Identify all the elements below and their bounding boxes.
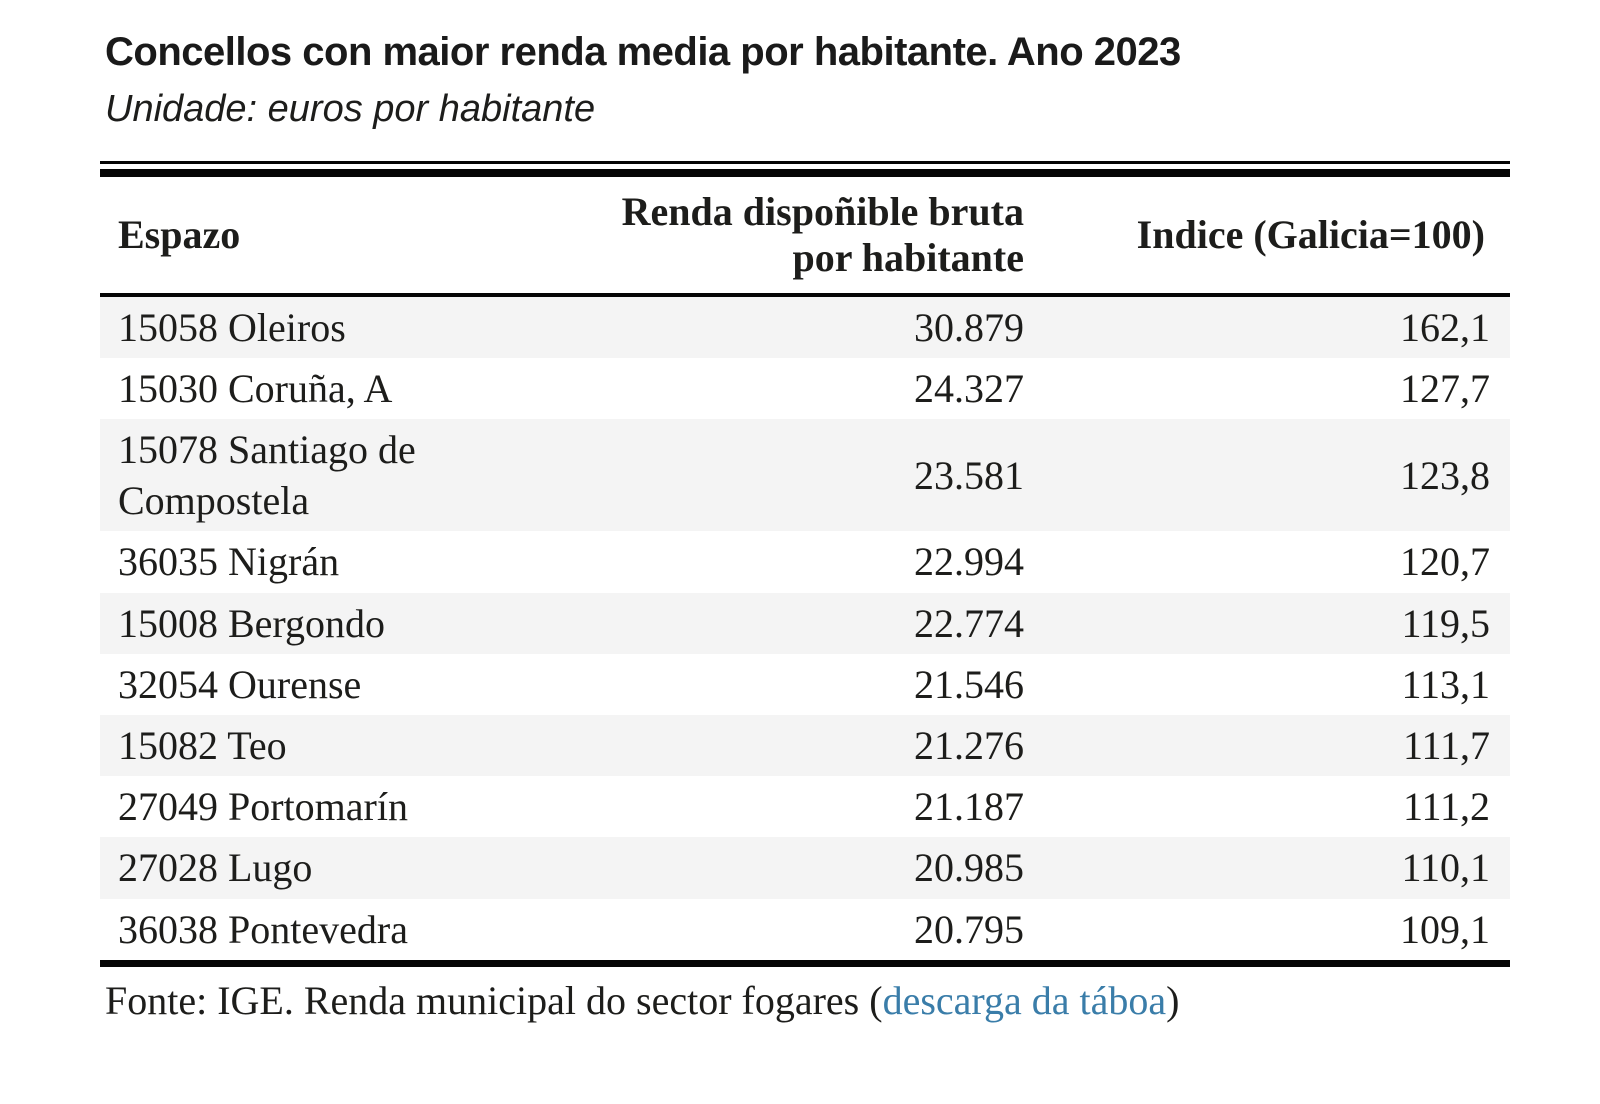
table-row: 15078 Santiago de Compostela 23.581 123,8 <box>100 419 1510 532</box>
table-header: Espazo Renda dispoñible bruta por habita… <box>100 172 1510 297</box>
espazo-cell: 15008 Bergondo <box>118 600 386 646</box>
renda-cell: 30.879 <box>914 304 1024 350</box>
renda-cell: 21.546 <box>914 661 1024 707</box>
renda-cell: 20.795 <box>914 906 1024 952</box>
espazo-cell: 32054 Ourense <box>118 661 362 707</box>
indice-cell: 109,1 <box>1400 906 1490 952</box>
indice-cell: 111,2 <box>1402 784 1490 830</box>
espazo-cell: 15058 Oleiros <box>118 304 346 350</box>
espazo-cell: 15078 Santiago de Compostela <box>118 427 416 524</box>
espazo-cell: 27049 Portomarín <box>118 784 408 830</box>
renda-cell: 22.774 <box>914 600 1024 646</box>
table-body: 15058 Oleiros 30.879 162,1 15030 Coruña, A 2… <box>100 294 1510 964</box>
renda-cell: 21.187 <box>914 784 1024 830</box>
indice-cell: 110,1 <box>1401 845 1490 891</box>
source-text-close-paren: ) <box>1166 977 1180 1023</box>
table-top-thin-rule <box>100 160 1510 164</box>
table-row: 27028 Lugo 20.985 110,1 <box>100 837 1510 899</box>
renda-cell: 22.994 <box>914 539 1024 585</box>
table-row: 36035 Nigrán 22.994 120,7 <box>100 531 1510 592</box>
espazo-cell: 15030 Coruña, A <box>118 365 393 411</box>
renda-cell: 23.581 <box>914 452 1024 498</box>
indice-cell: 111,7 <box>1402 723 1490 768</box>
espazo-cell: 36038 Pontevedra <box>118 906 408 952</box>
income-table: Espazo Renda dispoñible bruta por habita… <box>100 168 1510 967</box>
table-row: 15008 Bergondo 22.774 119,5 <box>100 592 1510 654</box>
table-row: 32054 Ourense 21.546 113,1 <box>100 654 1510 715</box>
indice-cell: 123,8 <box>1400 452 1490 498</box>
page: Concellos con maior renda media por habi… <box>100 28 1510 1025</box>
espazo-cell: 27028 Lugo <box>118 845 313 891</box>
table-row: 27049 Portomarín 21.187 111,2 <box>100 776 1510 837</box>
espazo-cell: 36035 Nigrán <box>118 539 340 585</box>
column-header-renda: Renda dispoñible bruta por habitante <box>540 172 1030 297</box>
indice-cell: 127,7 <box>1400 365 1490 411</box>
column-header-indice: Indice (Galicia=100) <box>1030 172 1510 297</box>
indice-cell: 120,7 <box>1400 539 1490 585</box>
table-row: 15030 Coruña, A 24.327 127,7 <box>100 358 1510 419</box>
renda-cell: 21.276 <box>914 723 1024 768</box>
column-header-espazo: Espazo <box>100 172 540 297</box>
page-title: Concellos con maior renda media por habi… <box>105 30 1181 74</box>
income-table-wrap: Espazo Renda dispoñible bruta por habita… <box>100 160 1510 967</box>
indice-cell: 119,5 <box>1401 600 1490 646</box>
indice-cell: 113,1 <box>1401 661 1490 707</box>
source-text: Fonte: IGE. Renda municipal do sector fo… <box>105 977 883 1023</box>
source-note: Fonte: IGE. Renda municipal do sector fo… <box>100 977 1510 1025</box>
column-header-renda-line2: por habitante <box>792 234 1024 280</box>
download-table-link[interactable]: descarga da táboa <box>882 977 1167 1023</box>
table-header-row: Espazo Renda dispoñible bruta por habita… <box>100 172 1510 297</box>
espazo-cell: 15082 Teo <box>118 723 287 768</box>
renda-cell: 20.985 <box>914 845 1024 891</box>
page-subtitle: Unidade: euros por habitante <box>105 88 596 130</box>
table-row: 15082 Teo 21.276 111,7 <box>100 715 1510 777</box>
renda-cell: 24.327 <box>914 365 1024 411</box>
column-header-renda-line1: Renda dispoñible bruta <box>621 188 1024 234</box>
indice-cell: 162,1 <box>1400 304 1490 350</box>
table-row: 36038 Pontevedra 20.795 109,1 <box>100 899 1510 964</box>
table-row: 15058 Oleiros 30.879 162,1 <box>100 294 1510 358</box>
